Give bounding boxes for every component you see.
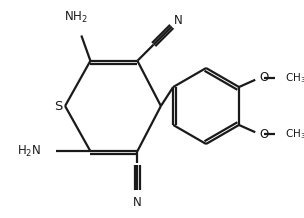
Text: H$_2$N: H$_2$N — [16, 144, 41, 159]
Text: O: O — [260, 128, 269, 141]
Text: CH$_3$: CH$_3$ — [285, 127, 304, 141]
Text: N: N — [174, 14, 182, 27]
Text: CH$_3$: CH$_3$ — [285, 71, 304, 85]
Text: NH$_2$: NH$_2$ — [64, 10, 88, 25]
Text: N: N — [133, 196, 142, 209]
Text: S: S — [54, 99, 62, 112]
Text: O: O — [260, 72, 269, 85]
